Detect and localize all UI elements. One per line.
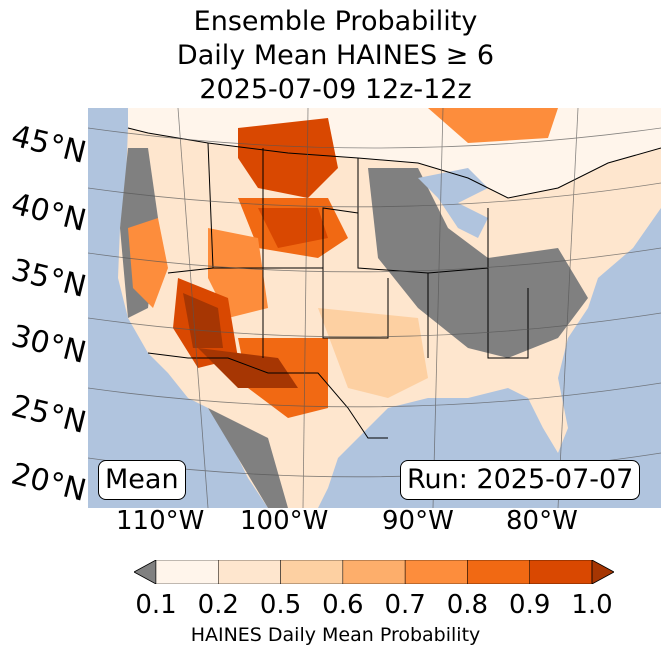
graticule-lon-110 <box>177 108 209 508</box>
colorbar-cell-1 <box>218 560 281 584</box>
lat-label-35: 35°N <box>7 252 90 305</box>
colorbar-tick-6: 0.9 <box>509 590 551 620</box>
graticule-lon-90 <box>432 108 444 508</box>
colorbar-under-arrow <box>134 560 157 584</box>
great-lakes <box>418 168 488 238</box>
run-box: Run: 2025-07-07 <box>400 460 641 500</box>
us-mexico-border <box>147 352 388 439</box>
colorbar <box>134 560 614 584</box>
prob-canada-north <box>428 108 558 143</box>
colorbar-label: HAINES Daily Mean Probability <box>190 624 481 646</box>
colorbar-cell-2 <box>280 560 344 584</box>
colorbar-cell-5 <box>467 560 530 584</box>
colorbar-cell-6 <box>529 560 593 584</box>
colorbar-tick-5: 0.8 <box>446 590 489 620</box>
colorbar-cell-4 <box>404 560 468 584</box>
graticule-lat-25 <box>88 382 661 408</box>
colorbar-cell-3 <box>342 560 406 584</box>
lon-label-80: 80°W <box>506 506 578 536</box>
graticule-lat-40 <box>88 182 661 208</box>
title-line-3: 2025-07-09 12z-12z <box>199 74 472 105</box>
prob-wyoming-core <box>258 208 328 248</box>
graticule-lat-30 <box>88 312 661 338</box>
colorbar-tick-7: 1.0 <box>571 590 613 620</box>
lon-label-90: 90°W <box>382 506 454 536</box>
title-line-1: Ensemble Probability <box>193 6 478 37</box>
probability-map <box>88 108 661 508</box>
colorbar-tick-3: 0.6 <box>322 590 364 620</box>
prob-california <box>128 218 168 308</box>
missing-region-mexico <box>208 408 318 508</box>
state-lines-west <box>167 142 389 358</box>
colorbar-tick-2: 0.5 <box>259 590 302 620</box>
colorbar-tick-0: 0.1 <box>135 590 177 620</box>
colorbar-tick-1: 0.2 <box>197 590 239 620</box>
state-lines-central <box>357 158 529 359</box>
missing-region-east <box>368 168 588 358</box>
lat-label-30: 30°N <box>7 318 90 371</box>
lon-label-100: 100°W <box>240 506 329 536</box>
prob-utah <box>208 228 268 318</box>
title-line-2: Daily Mean HAINES ≥ 6 <box>176 40 495 71</box>
prob-texas <box>318 308 428 398</box>
lat-label-20: 20°N <box>7 456 90 509</box>
graticule-lat-35 <box>88 247 661 273</box>
graticule-lon-100 <box>302 108 309 508</box>
lon-label-110: 110°W <box>116 506 205 536</box>
graticule-lon-80 <box>557 108 579 508</box>
lat-label-25: 25°N <box>7 388 90 441</box>
lat-label-45: 45°N <box>7 118 90 171</box>
graticule-lat-45 <box>88 127 661 149</box>
colorbar-tick-4: 0.7 <box>384 590 426 620</box>
mean-box: Mean <box>98 460 186 500</box>
lat-label-40: 40°N <box>7 186 90 239</box>
colorbar-cell-0 <box>155 560 219 584</box>
colorbar-over-arrow <box>591 560 614 584</box>
